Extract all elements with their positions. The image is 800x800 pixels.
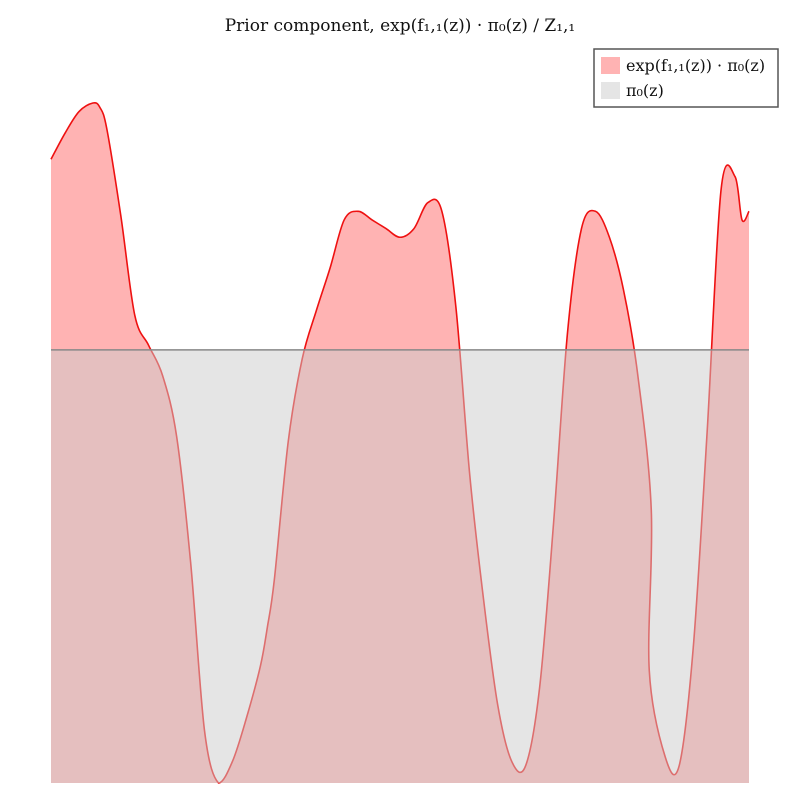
legend-label-prior-component: exp(f₁,₁(z)) · π₀(z) — [626, 56, 765, 75]
legend-frame — [593, 48, 779, 108]
plot-area — [50, 101, 750, 784]
chart-title: Prior component, exp(f₁,₁(z)) · π₀(z) / … — [225, 16, 576, 36]
legend-swatch-prior-component — [601, 57, 620, 74]
series-area-1 — [51, 349, 749, 783]
legend-label-base-prior: π₀(z) — [626, 81, 664, 100]
legend: exp(f₁,₁(z)) · π₀(z) π₀(z) — [593, 48, 779, 108]
legend-swatch-base-prior — [601, 82, 620, 99]
